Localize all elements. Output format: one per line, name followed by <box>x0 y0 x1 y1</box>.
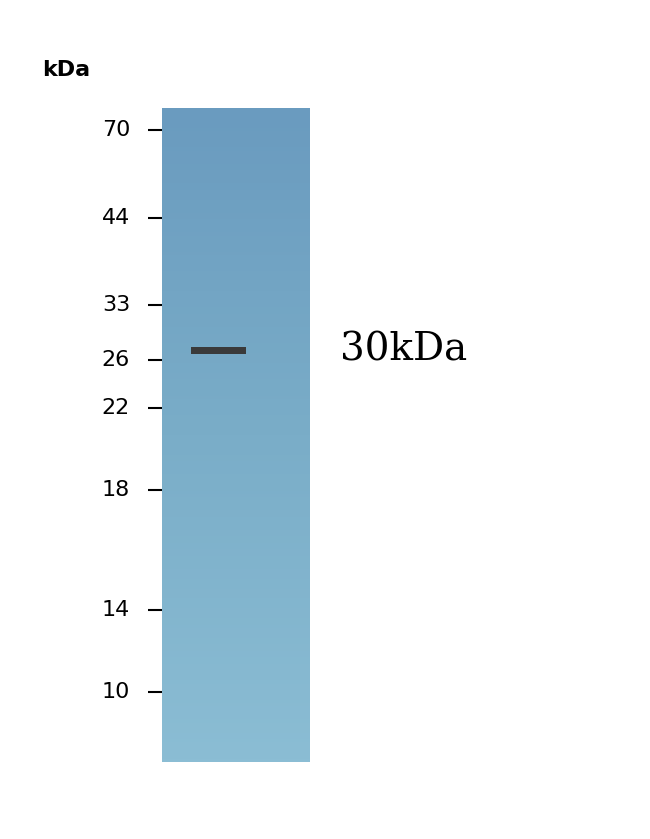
Text: 18: 18 <box>102 480 130 500</box>
Text: 33: 33 <box>102 295 130 315</box>
Text: 14: 14 <box>102 600 130 620</box>
Text: kDa: kDa <box>42 60 90 80</box>
Text: 70: 70 <box>101 120 130 140</box>
Text: 30kDa: 30kDa <box>340 331 467 368</box>
Text: 26: 26 <box>102 350 130 370</box>
Text: 22: 22 <box>102 398 130 418</box>
Text: 44: 44 <box>102 208 130 228</box>
Bar <box>190 347 246 353</box>
Text: 10: 10 <box>101 682 130 702</box>
